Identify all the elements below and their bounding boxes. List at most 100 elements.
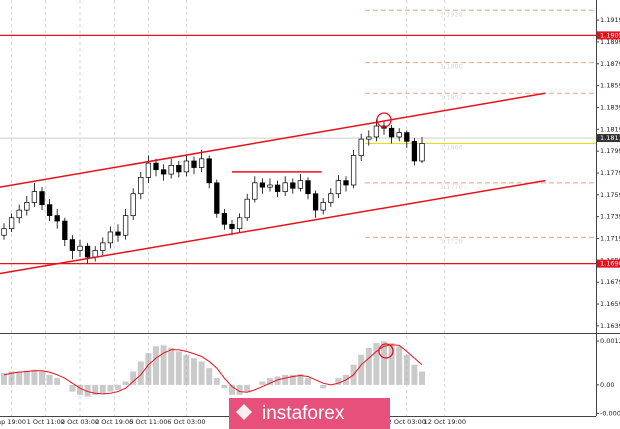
candle-body bbox=[176, 164, 182, 173]
candle-body bbox=[312, 193, 319, 211]
candle-body bbox=[107, 231, 114, 244]
candle-body bbox=[244, 198, 250, 219]
x-tick-label: 2 Oct 03:00 bbox=[61, 418, 99, 426]
candle-body bbox=[1, 228, 7, 236]
x-tick-label: 12 Oct 19:00 bbox=[424, 418, 466, 426]
candle-body bbox=[214, 182, 220, 214]
candle-body bbox=[122, 215, 129, 236]
y-tick-label: 1.1799 bbox=[600, 147, 620, 155]
candle-body bbox=[267, 184, 273, 188]
candle-body bbox=[153, 162, 159, 171]
candle-body bbox=[221, 213, 228, 225]
watermark-text: instaforex bbox=[262, 403, 345, 424]
y-tick-label: 1.1919 bbox=[600, 16, 620, 24]
y-tick-label: 1.1759 bbox=[600, 191, 620, 199]
candle-body bbox=[350, 155, 357, 186]
price-label-box bbox=[597, 134, 620, 143]
y-tick-label: 1.1679 bbox=[600, 278, 620, 286]
y-tick-label: 1.1879 bbox=[600, 60, 620, 68]
candle-body bbox=[419, 143, 425, 162]
y-tick-label: 1.1779 bbox=[600, 169, 620, 177]
candle-body bbox=[168, 164, 174, 175]
candle-body bbox=[24, 202, 30, 211]
y-tick-label: 1.1659 bbox=[600, 300, 620, 308]
candle-body bbox=[411, 140, 418, 162]
candle-body bbox=[343, 180, 349, 186]
highlight-circle bbox=[376, 112, 392, 128]
candle-body bbox=[46, 204, 53, 216]
trendline bbox=[0, 92, 546, 188]
candle-body bbox=[62, 220, 68, 240]
fib-label: 1.1852 bbox=[440, 93, 463, 101]
y-tick-label: 1.1739 bbox=[600, 213, 620, 221]
candle-body bbox=[183, 160, 190, 173]
x-tick-label: 6 Oct 03:00 bbox=[167, 418, 205, 426]
candle-body bbox=[39, 191, 45, 206]
candle-body bbox=[366, 136, 372, 140]
candle-body bbox=[92, 250, 98, 258]
candle-body bbox=[31, 191, 38, 203]
candle-body bbox=[115, 231, 121, 236]
candle-body bbox=[259, 182, 266, 188]
signal-line bbox=[3, 344, 423, 395]
candle-body bbox=[335, 180, 342, 195]
y-tick-label: -0.00085 bbox=[600, 409, 620, 417]
candle-body bbox=[252, 182, 258, 200]
y-tick-label: 1.1639 bbox=[600, 322, 620, 330]
candle-body bbox=[358, 138, 364, 156]
candle-body bbox=[138, 177, 144, 195]
x-tick-label: 1 Oct 11:00 bbox=[27, 418, 65, 426]
y-tick-label: 1.1839 bbox=[600, 103, 620, 111]
candle-body bbox=[388, 127, 395, 138]
fib-label: 1.1770 bbox=[440, 183, 463, 191]
candle-body bbox=[404, 132, 410, 142]
price-label: 1.1696 bbox=[600, 260, 620, 268]
trendline bbox=[0, 179, 546, 275]
candle-body bbox=[69, 239, 76, 251]
y-tick-label: 1.1899 bbox=[600, 38, 620, 46]
fib-label: 1.1720 bbox=[440, 237, 463, 245]
candle-body bbox=[282, 182, 288, 192]
candle-body bbox=[206, 158, 212, 184]
candle-body bbox=[320, 202, 326, 211]
candle-body bbox=[373, 125, 380, 138]
candle-body bbox=[77, 245, 83, 251]
candle-body bbox=[84, 245, 91, 258]
y-tick-label: 0.00 bbox=[600, 381, 614, 389]
x-tick-label: 5 Oct 11:00 bbox=[129, 418, 167, 426]
x-tick-label: 2 Oct 03:00 bbox=[388, 418, 426, 426]
price-label-box bbox=[597, 259, 620, 268]
y-tick-label: 1.1719 bbox=[600, 235, 620, 243]
candle-body bbox=[54, 215, 60, 222]
fib-label: 1.1806 bbox=[440, 144, 463, 152]
y-tick-label: 1.1819 bbox=[600, 125, 620, 133]
y-tick-label: 0.00131 bbox=[600, 337, 620, 345]
candle-body bbox=[274, 184, 281, 192]
candle-body bbox=[236, 217, 243, 230]
candle-body bbox=[160, 169, 167, 175]
candle-body bbox=[16, 209, 22, 219]
fib-label: 1.1928 bbox=[440, 10, 463, 18]
candle-body bbox=[130, 193, 136, 216]
x-tick-label: ap 19:00 bbox=[0, 418, 26, 426]
candle-body bbox=[328, 193, 334, 203]
candle-body bbox=[191, 160, 197, 168]
x-tick-label: 2 Oct 19:00 bbox=[95, 418, 133, 426]
candle-body bbox=[396, 132, 402, 138]
highlight-circle bbox=[378, 343, 394, 359]
candle-body bbox=[100, 242, 106, 251]
watermark-box bbox=[229, 398, 390, 429]
watermark: instaforex bbox=[229, 398, 390, 429]
candle-body bbox=[198, 158, 205, 168]
candle-body bbox=[297, 180, 304, 189]
candle-body bbox=[8, 217, 15, 230]
candle-body bbox=[305, 180, 311, 195]
candle-body bbox=[290, 182, 296, 189]
fib-label: 1.1880 bbox=[440, 63, 463, 71]
candle-body bbox=[229, 223, 235, 230]
candle-body bbox=[145, 162, 152, 178]
price-label-box bbox=[597, 31, 620, 40]
